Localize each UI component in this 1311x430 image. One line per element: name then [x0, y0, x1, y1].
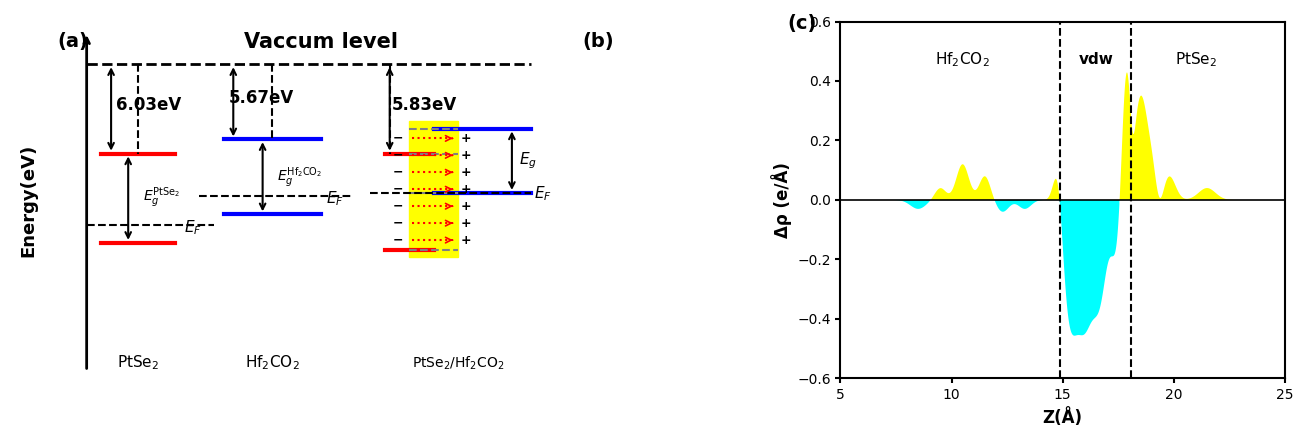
Text: 5.67eV: 5.67eV: [228, 89, 294, 107]
Text: 5.83eV: 5.83eV: [392, 96, 458, 114]
Text: +: +: [460, 200, 471, 213]
Text: −: −: [393, 132, 404, 145]
Text: $\mathrm{Hf_2CO_2}$: $\mathrm{Hf_2CO_2}$: [245, 354, 300, 372]
Text: +: +: [460, 233, 471, 246]
Text: (a): (a): [58, 32, 88, 51]
Text: −: −: [393, 233, 404, 246]
Text: $\mathrm{PtSe_2/Hf_2CO_2}$: $\mathrm{PtSe_2/Hf_2CO_2}$: [412, 355, 505, 372]
Text: Vaccum level: Vaccum level: [244, 32, 399, 52]
Text: +: +: [460, 132, 471, 145]
Text: −: −: [393, 166, 404, 179]
Text: $E_F$: $E_F$: [185, 218, 202, 237]
Text: 6.03eV: 6.03eV: [115, 96, 181, 114]
Text: +: +: [460, 217, 471, 230]
Text: (b): (b): [582, 32, 614, 51]
Text: −: −: [393, 200, 404, 213]
Text: $E_F$: $E_F$: [534, 184, 552, 203]
Text: $E_g^{\mathrm{Hf_2CO_2}}$: $E_g^{\mathrm{Hf_2CO_2}}$: [278, 165, 323, 189]
Text: vdw: vdw: [1079, 52, 1113, 68]
Text: $E_g^{\mathrm{PtSe_2}}$: $E_g^{\mathrm{PtSe_2}}$: [143, 186, 180, 210]
Text: −: −: [393, 149, 404, 162]
Text: (c): (c): [787, 14, 817, 34]
X-axis label: Z(Å): Z(Å): [1042, 408, 1083, 427]
Text: +: +: [460, 183, 471, 196]
Text: −: −: [393, 183, 404, 196]
Text: +: +: [460, 166, 471, 179]
Text: $E_F$: $E_F$: [326, 190, 343, 208]
Text: $E_g$: $E_g$: [519, 150, 538, 171]
Text: −: −: [393, 217, 404, 230]
Text: $\mathrm{PtSe_2}$: $\mathrm{PtSe_2}$: [117, 354, 159, 372]
Text: Energy(eV): Energy(eV): [18, 143, 37, 257]
Text: +: +: [460, 149, 471, 162]
Text: $\mathrm{Hf_2CO_2}$: $\mathrm{Hf_2CO_2}$: [935, 50, 990, 69]
Text: $\mathrm{PtSe_2}$: $\mathrm{PtSe_2}$: [1175, 50, 1217, 69]
Bar: [409, 121, 458, 257]
Y-axis label: Δρ (e/Å): Δρ (e/Å): [771, 162, 792, 238]
